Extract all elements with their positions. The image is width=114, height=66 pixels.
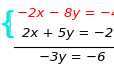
Text: {: {	[0, 10, 17, 38]
Text: −2x − 8y = −4: −2x − 8y = −4	[17, 8, 114, 21]
Text: −3y = −6: −3y = −6	[38, 50, 104, 63]
Text: 2x + 5y = −2: 2x + 5y = −2	[22, 27, 113, 39]
